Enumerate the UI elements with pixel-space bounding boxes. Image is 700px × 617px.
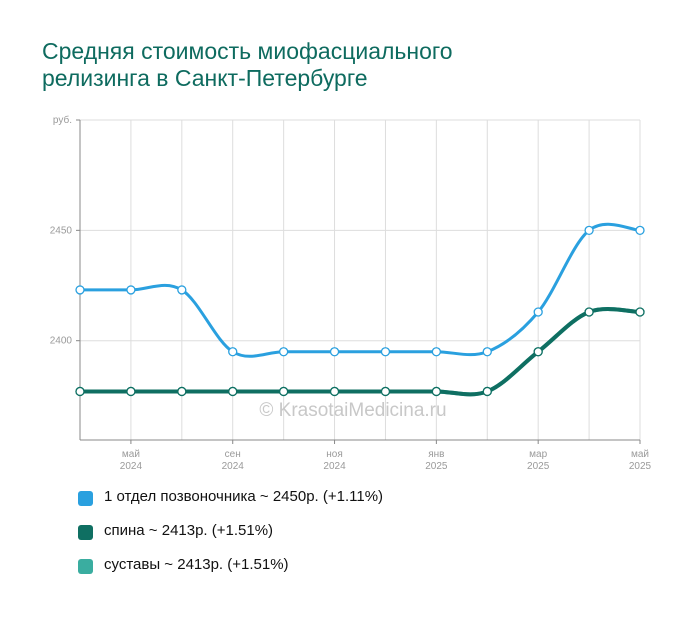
x-tick-label-month: янв — [428, 449, 444, 460]
y-tick-label: 2450 — [50, 225, 73, 236]
x-tick-label-year: 2025 — [425, 461, 448, 472]
y-tick-label: 2400 — [50, 336, 73, 347]
data-point-series-1 — [533, 307, 543, 317]
data-point-series-1 — [126, 285, 136, 295]
series-layer — [75, 222, 645, 397]
data-point-series-2 — [126, 386, 136, 397]
data-point-series-2 — [380, 386, 391, 397]
x-tick-label-month: мар — [529, 449, 547, 460]
data-point-series-2 — [431, 386, 442, 397]
data-point-series-2 — [482, 386, 492, 397]
legend-label-series-2: спина ~ 2413р. (+1.51%) — [104, 522, 274, 539]
legend-swatch-series-1 — [78, 491, 93, 506]
data-point-series-1 — [75, 285, 85, 295]
x-tick-label-month: ноя — [326, 449, 343, 460]
chart-title-line-1: Средняя стоимость миофасциального — [42, 38, 453, 64]
data-point-series-2 — [75, 386, 85, 397]
x-tick-label-year: 2024 — [323, 461, 346, 472]
data-point-series-2 — [584, 307, 594, 317]
data-point-series-1 — [431, 347, 442, 357]
legend-label-series-1: 1 отдел позвоночника ~ 2450р. (+1.11%) — [104, 488, 384, 505]
x-tick-label-month: май — [122, 449, 140, 460]
x-tick-label-month: май — [631, 449, 649, 460]
x-tick-label-month: сен — [225, 449, 241, 460]
legend-label-series-3: суставы ~ 2413р. (+1.51%) — [104, 556, 289, 573]
data-point-series-1 — [329, 347, 340, 357]
data-point-series-2 — [329, 386, 340, 397]
chart-title: Средняя стоимость миофасциального релизи… — [42, 38, 642, 92]
axis-layer: 24002450руб.май2024сен2024ноя2024янв2025… — [50, 114, 652, 472]
y-tick-label: руб. — [53, 114, 72, 126]
data-point-series-1 — [278, 347, 289, 357]
data-point-series-2 — [228, 386, 238, 397]
data-point-series-1 — [228, 347, 238, 357]
watermark: © KrasotaiMedicina.ru — [259, 400, 446, 421]
x-tick-label-year: 2025 — [527, 461, 550, 472]
data-point-series-1 — [177, 285, 187, 295]
grid-layer — [79, 119, 641, 440]
chart-title-line-2: релизинга в Санкт-Петербурге — [42, 65, 368, 91]
legend-swatch-series-3 — [78, 559, 93, 574]
data-point-series-1 — [584, 225, 594, 235]
data-point-series-2 — [278, 386, 289, 397]
x-tick-label-year: 2024 — [120, 461, 143, 472]
data-point-series-1 — [380, 347, 391, 357]
legend-swatch-series-2 — [78, 525, 93, 540]
data-point-series-2 — [177, 386, 187, 397]
x-tick-label-year: 2024 — [222, 461, 245, 472]
x-tick-label-year: 2025 — [629, 461, 652, 472]
data-point-series-1 — [635, 225, 645, 235]
data-point-series-2 — [533, 347, 543, 357]
data-point-series-2 — [635, 307, 645, 317]
data-point-series-1 — [482, 347, 492, 357]
